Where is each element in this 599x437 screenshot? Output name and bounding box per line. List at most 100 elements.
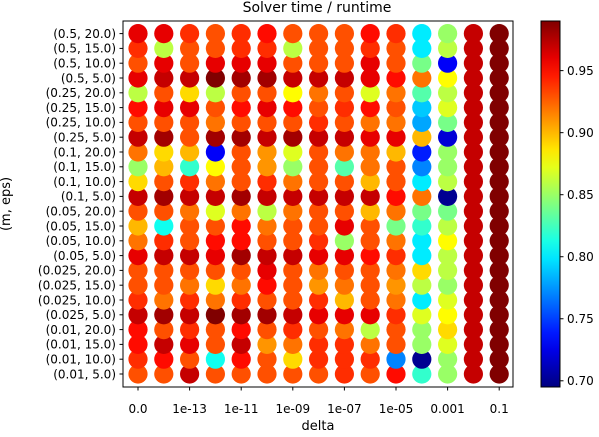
y-tick-label: (0.05, 20.0)	[46, 205, 116, 219]
data-point	[360, 23, 380, 44]
data-point	[438, 172, 458, 192]
data-point	[386, 98, 406, 118]
data-point	[360, 98, 380, 118]
data-point	[154, 305, 174, 325]
data-point	[360, 275, 380, 295]
data-point	[205, 320, 225, 340]
data-point	[463, 349, 483, 369]
data-point	[386, 305, 406, 325]
data-point	[438, 127, 458, 147]
data-point	[309, 142, 329, 162]
data-point	[489, 364, 509, 384]
data-point	[463, 157, 483, 177]
data-points	[128, 23, 509, 384]
data-point	[180, 364, 200, 384]
data-point	[463, 260, 483, 280]
data-point	[438, 349, 458, 369]
data-point	[489, 305, 509, 325]
data-point	[334, 68, 354, 88]
data-point	[360, 201, 380, 221]
data-point	[205, 275, 225, 295]
data-point	[231, 68, 251, 88]
data-point	[386, 216, 406, 236]
data-point	[154, 275, 174, 295]
data-point	[154, 364, 174, 384]
data-point	[283, 112, 303, 132]
data-point	[412, 112, 432, 132]
data-point	[360, 260, 380, 280]
data-point	[309, 246, 329, 266]
data-point	[309, 334, 329, 354]
y-tick-label: (0.01, 5.0)	[53, 367, 116, 381]
data-point	[360, 364, 380, 384]
data-point	[154, 201, 174, 221]
data-point	[283, 172, 303, 192]
data-point	[283, 305, 303, 325]
data-point	[154, 260, 174, 280]
data-point	[360, 231, 380, 251]
data-point	[231, 260, 251, 280]
y-tick-label: (0.5, 5.0)	[61, 71, 116, 85]
data-point	[489, 127, 509, 147]
data-point	[128, 320, 148, 340]
data-point	[438, 68, 458, 88]
data-point	[386, 349, 406, 369]
data-point	[412, 290, 432, 310]
data-point	[360, 186, 380, 206]
data-point	[128, 334, 148, 354]
data-point	[360, 112, 380, 132]
y-tick-label: (0.01, 15.0)	[46, 338, 116, 352]
data-point	[283, 142, 303, 162]
data-point	[283, 231, 303, 251]
data-point	[334, 216, 354, 236]
data-point	[231, 186, 251, 206]
data-point	[463, 38, 483, 59]
data-point	[231, 53, 251, 73]
data-point	[257, 142, 277, 162]
x-tick-label: 1e-07	[327, 402, 362, 416]
data-point	[412, 246, 432, 266]
data-point	[489, 38, 509, 59]
data-point	[412, 349, 432, 369]
data-point	[205, 349, 225, 369]
data-point	[334, 349, 354, 369]
data-point	[309, 23, 329, 44]
data-point	[231, 216, 251, 236]
data-point	[283, 53, 303, 73]
data-point	[309, 53, 329, 73]
data-point	[360, 216, 380, 236]
data-point	[257, 349, 277, 369]
data-point	[438, 246, 458, 266]
data-point	[154, 246, 174, 266]
data-point	[463, 112, 483, 132]
data-point	[128, 83, 148, 103]
data-point	[489, 334, 509, 354]
data-point	[489, 68, 509, 88]
data-point	[438, 320, 458, 340]
data-point	[463, 290, 483, 310]
data-point	[463, 216, 483, 236]
data-point	[412, 260, 432, 280]
colorbar-axis: 0.70 0.75 0.80 0.85 0.90 0.95	[560, 64, 594, 388]
data-point	[154, 172, 174, 192]
colorbar-tick-label: 0.75	[567, 312, 594, 326]
data-point	[412, 68, 432, 88]
data-point	[205, 186, 225, 206]
data-point	[231, 290, 251, 310]
data-point	[154, 320, 174, 340]
data-point	[231, 23, 251, 44]
data-point	[154, 83, 174, 103]
data-point	[386, 334, 406, 354]
data-point	[489, 349, 509, 369]
data-point	[128, 246, 148, 266]
data-point	[154, 186, 174, 206]
data-point	[128, 231, 148, 251]
data-point	[334, 112, 354, 132]
data-point	[463, 231, 483, 251]
data-point	[180, 305, 200, 325]
data-point	[438, 23, 458, 44]
data-point	[489, 290, 509, 310]
data-point	[257, 38, 277, 59]
y-tick-label: (0.1, 20.0)	[53, 145, 116, 159]
